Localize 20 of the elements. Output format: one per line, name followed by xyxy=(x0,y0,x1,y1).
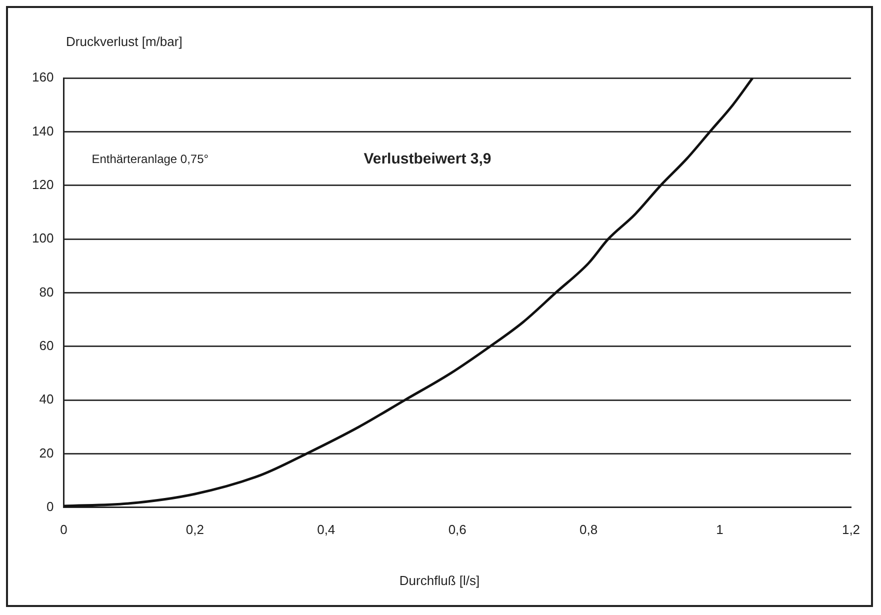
y-tick-label: 0 xyxy=(46,498,54,514)
y-tick-label: 160 xyxy=(32,70,54,85)
y-tick-label: 20 xyxy=(39,445,54,460)
y-tick-label: 60 xyxy=(39,338,54,353)
y-tick-label: 80 xyxy=(39,284,54,300)
x-tick-label: 1 xyxy=(716,522,724,537)
x-tick-label: 0 xyxy=(60,522,68,537)
x-tick-label: 1,2 xyxy=(842,522,860,537)
annotation: Enthärteranlage 0,75° xyxy=(92,152,209,166)
x-tick-label: 0,2 xyxy=(186,522,204,537)
y-tick-label: 120 xyxy=(32,176,54,192)
x-axis-title: Durchfluß [l/s] xyxy=(398,573,481,588)
x-tick-label: 0,8 xyxy=(580,522,598,537)
y-tick-label: 100 xyxy=(32,230,54,246)
y-tick-label: 140 xyxy=(32,123,54,138)
y-tick-label: 40 xyxy=(39,392,54,407)
x-tick-label: 0,4 xyxy=(317,522,336,537)
x-tick-label: 0,6 xyxy=(448,522,466,537)
y-axis-title: Druckverlust [m/bar] xyxy=(66,34,182,49)
annotation: Verlustbeiwert 3,9 xyxy=(364,150,492,168)
